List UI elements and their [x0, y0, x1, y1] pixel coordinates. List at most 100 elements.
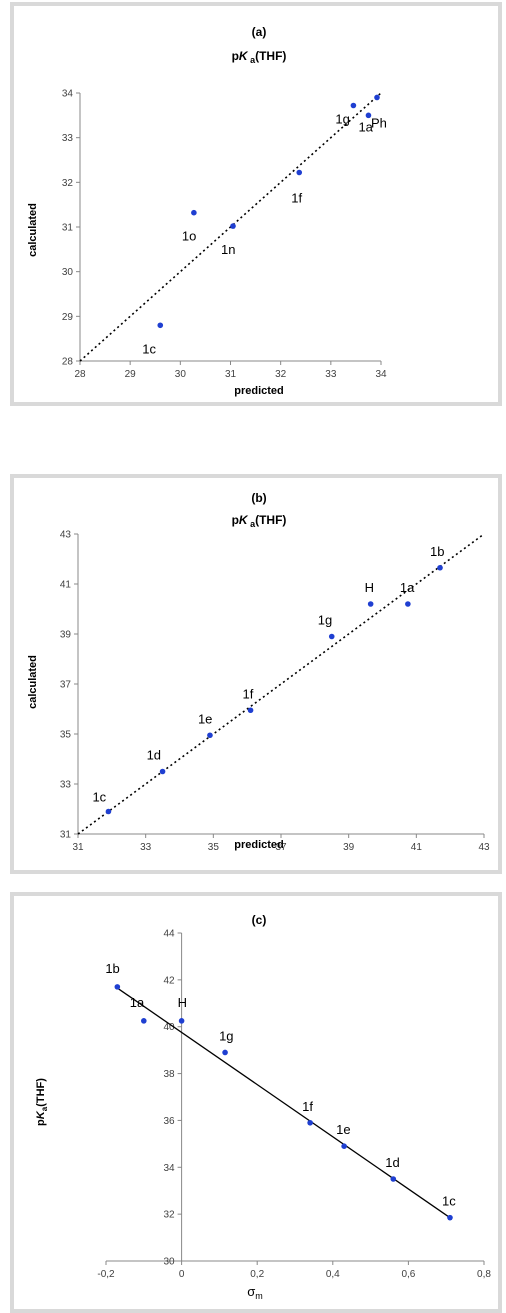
point-label-H: H [365, 580, 374, 595]
x-tick-label: 0,6 [401, 1269, 415, 1280]
x-tick-label: 33 [325, 369, 337, 380]
point-label-1o: 1o [182, 229, 196, 244]
point-label-1a: 1a [130, 995, 145, 1010]
x-tick-label: 30 [175, 369, 187, 380]
data-point-1a [141, 1018, 147, 1024]
x-tick-label: 37 [275, 842, 287, 853]
point-label-Ph: Ph [371, 115, 387, 130]
data-point-1c [105, 808, 112, 815]
subtitle-p: p [232, 49, 239, 63]
chart-subtitle: pK a(THF) [232, 513, 287, 529]
x-tick-label: 31 [225, 369, 237, 380]
point-label-1n: 1n [221, 242, 235, 257]
y-tick-label: 29 [62, 312, 74, 323]
x-tick-label: 35 [208, 842, 220, 853]
data-point-1f [247, 707, 254, 714]
point-label-1c: 1c [92, 790, 106, 805]
chart-b: (b) pK a(THF) 31 33 35 37 39 41 43 31 33 35 37 39 41 43… [27, 491, 490, 853]
y-tick-label: 44 [163, 929, 175, 940]
chart-panel-c: (c) -0,2 0 0,2 0,4 0,6 0,8 30 32 34 36 38 40 42 44 σm pK… [10, 892, 502, 1313]
y-tick-label: 34 [62, 89, 74, 100]
sigma-subscript: m [255, 1291, 263, 1301]
chart-c: (c) -0,2 0 0,2 0,4 0,6 0,8 30 32 34 36 38 40 42 44 σm pK… [35, 913, 491, 1301]
subtitle-k: K [239, 513, 249, 527]
y-tick-label: 33 [62, 133, 74, 144]
chart-title: (b) [251, 491, 266, 505]
point-label-1g: 1g [335, 112, 349, 127]
point-label-1a: 1a [400, 580, 415, 595]
data-point-1e [341, 1143, 347, 1149]
point-label-1e: 1e [198, 711, 212, 726]
point-label-1g: 1g [318, 613, 332, 628]
data-point-1c [157, 322, 164, 329]
data-point-1c [447, 1214, 453, 1221]
subtitle-thf: (THF) [255, 49, 286, 63]
data-point-1d [390, 1176, 397, 1182]
subtitle-sub-a: a [248, 519, 257, 529]
data-point-1f [307, 1119, 313, 1126]
point-label-1d: 1d [147, 748, 161, 763]
y-tick-label: 32 [163, 1210, 175, 1221]
y-tick-label: 33 [60, 780, 72, 791]
sigma-symbol: σ [247, 1284, 255, 1299]
y-tick-label: 30 [163, 1257, 175, 1268]
point-label-1e: 1e [336, 1122, 350, 1137]
x-tick-label: 43 [478, 842, 490, 853]
point-label-1f: 1f [302, 1099, 313, 1114]
y-tick-label: 37 [60, 680, 72, 691]
ylabel-sub-a: a [40, 1106, 49, 1111]
y-tick-label: 28 [62, 357, 74, 368]
y-tick-label: 31 [60, 830, 72, 841]
subtitle-thf: (THF) [255, 513, 286, 527]
x-axis-label: predicted [234, 839, 284, 851]
data-point-1b [114, 984, 121, 990]
data-point-1a [365, 112, 372, 119]
data-point-1g [328, 633, 335, 640]
data-point-H [367, 601, 374, 607]
point-label-1b: 1b [105, 961, 119, 976]
data-point-1n [230, 223, 236, 229]
x-tick-label: 28 [74, 369, 86, 380]
x-tick-label: 41 [411, 842, 423, 853]
x-tick-label: 33 [140, 842, 152, 853]
x-tick-label: 0,2 [250, 1269, 264, 1280]
x-axis-label: σm [247, 1284, 263, 1301]
ylabel-k: K [35, 1110, 47, 1119]
y-axis-label: pKa(THF) [35, 1078, 49, 1126]
chart-a: (a) pK a(THF) 28 29 30 31 32 33 34 28 29 30 31 32 33 34… [27, 25, 387, 397]
data-point-H [178, 1018, 185, 1024]
point-label-1f: 1f [243, 686, 254, 701]
y-tick-label: 32 [62, 178, 74, 189]
ylabel-thf: (THF) [35, 1078, 47, 1107]
x-tick-label: 39 [343, 842, 355, 853]
data-point-1g [222, 1049, 228, 1056]
data-point-Ph [374, 94, 380, 101]
x-tick-label: 31 [72, 842, 84, 853]
y-tick-label: 41 [60, 580, 72, 591]
y-tick-label: 38 [163, 1069, 175, 1080]
x-tick-label: 32 [275, 369, 287, 380]
point-label-H: H [178, 995, 187, 1010]
x-tick-label: 0,4 [326, 1269, 340, 1280]
y-axis-label: calculated [27, 203, 39, 257]
data-point-1d [159, 768, 166, 775]
trend-line [77, 533, 485, 835]
subtitle-k: K [239, 49, 249, 63]
x-tick-label: 0,8 [477, 1269, 491, 1280]
y-tick-label: 30 [62, 267, 74, 278]
point-label-1c: 1c [142, 341, 156, 356]
y-axis-label: calculated [27, 655, 39, 709]
y-tick-label: 42 [163, 975, 175, 986]
data-point-1g [350, 102, 357, 109]
y-tick-label: 40 [163, 1022, 175, 1033]
x-tick-label: 34 [375, 369, 387, 380]
trend-line [116, 987, 451, 1219]
y-tick-label: 36 [163, 1116, 175, 1127]
chart-panel-b: (b) pK a(THF) 31 33 35 37 39 41 43 31 33 35 37 39 41 43… [10, 474, 502, 874]
point-label-1b: 1b [430, 544, 444, 559]
data-point-1b [437, 564, 443, 571]
data-point-1f [296, 169, 303, 176]
ylabel-p: p [35, 1119, 47, 1126]
x-tick-label: 0 [179, 1269, 185, 1280]
subtitle-sub-a: a [248, 55, 257, 65]
